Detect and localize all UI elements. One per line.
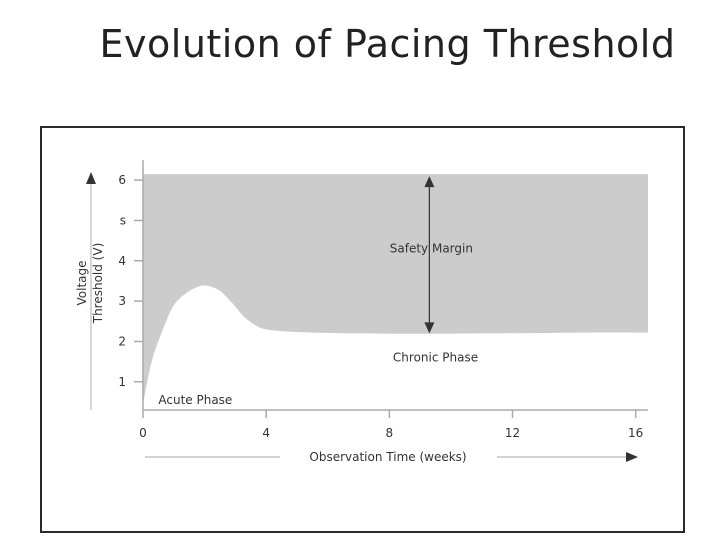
safety-margin-arrowhead-top	[424, 176, 435, 188]
x-tick-label: 12	[505, 426, 520, 440]
x-axis-arrowhead	[626, 452, 638, 462]
y-tick-label: s	[120, 213, 126, 227]
x-tick-label: 8	[386, 426, 394, 440]
acute-phase-label: Acute Phase	[158, 393, 232, 407]
y-axis-arrowhead	[86, 172, 96, 184]
safety-margin-label: Safety Margin	[390, 242, 473, 256]
y-tick-label: 4	[118, 254, 126, 268]
safety-margin-arrowhead-bottom	[424, 322, 435, 334]
x-tick-label: 16	[628, 426, 643, 440]
chronic-phase-label: Chronic Phase	[393, 351, 478, 365]
x-tick-label: 4	[262, 426, 270, 440]
y-axis-label: Voltage Threshold (V)	[75, 243, 105, 325]
y-tick-label: 2	[118, 334, 126, 348]
x-tick-label: 0	[139, 426, 147, 440]
x-axis-label: Observation Time (weeks)	[309, 450, 466, 464]
y-tick-label: 6	[118, 173, 126, 187]
y-tick-label: 3	[118, 294, 126, 308]
y-tick-label: 1	[118, 375, 126, 389]
slide-title: Evolution of Pacing Threshold	[99, 22, 676, 66]
safety-margin-area	[143, 174, 648, 404]
chart-frame	[40, 126, 685, 533]
